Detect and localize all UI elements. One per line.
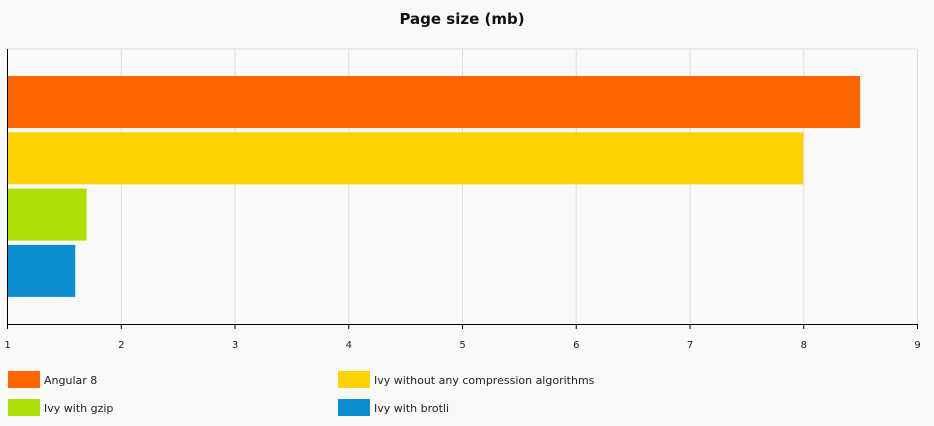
bar-ivy-without-any-compression-algorithms — [7, 132, 804, 185]
legend-swatch — [8, 399, 40, 416]
legend-label: Angular 8 — [44, 374, 97, 387]
chart-title: Page size (mb) — [399, 10, 524, 28]
x-tick-label: 2 — [118, 340, 124, 351]
legend-swatch — [8, 371, 40, 388]
axes: 1 2 3 4 5 6 7 8 9 — [4, 49, 921, 351]
x-tick-label: 9 — [914, 340, 920, 351]
legend-item[interactable]: Ivy with gzip — [8, 399, 113, 416]
legend-swatch — [338, 399, 370, 416]
legend-item[interactable]: Ivy without any compression algorithms — [338, 371, 595, 388]
bars — [7, 76, 861, 297]
legend-label: Ivy without any compression algorithms — [374, 374, 595, 387]
legend: Angular 8 Ivy without any compression alg… — [8, 371, 595, 416]
x-tick-label: 8 — [801, 340, 807, 351]
legend-item[interactable]: Ivy with brotli — [338, 399, 449, 416]
bar-angular-8 — [7, 76, 861, 128]
x-tick-label: 7 — [687, 340, 693, 351]
legend-label: Ivy with brotli — [374, 402, 449, 415]
legend-item[interactable]: Angular 8 — [8, 371, 97, 388]
x-tick-label: 1 — [4, 340, 10, 351]
x-tick-label: 6 — [573, 340, 579, 351]
bar-ivy-with-gzip — [7, 188, 87, 241]
bar-ivy-with-brotli — [7, 244, 76, 297]
x-tick-label: 4 — [346, 340, 352, 351]
legend-label: Ivy with gzip — [44, 402, 113, 415]
legend-swatch — [338, 371, 370, 388]
x-tick-label: 5 — [459, 340, 465, 351]
x-tick-label: 3 — [232, 340, 238, 351]
